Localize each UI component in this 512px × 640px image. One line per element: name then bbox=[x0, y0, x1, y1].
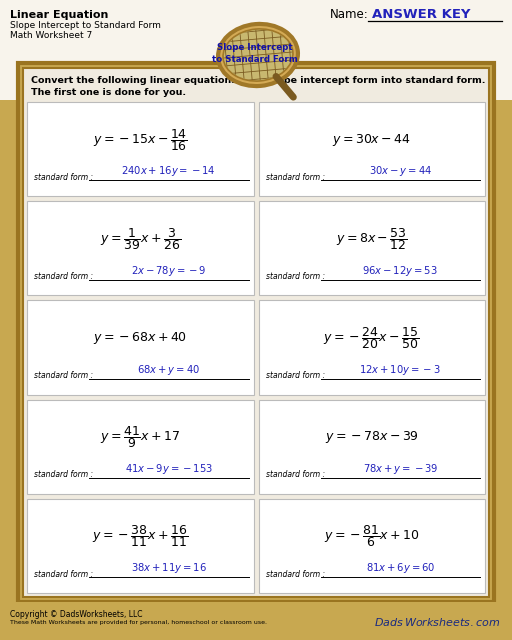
Text: Math Worksheet 7: Math Worksheet 7 bbox=[10, 31, 92, 40]
FancyBboxPatch shape bbox=[259, 399, 485, 494]
Text: $y = - 15 x - \dfrac{14}{16}$: $y = - 15 x - \dfrac{14}{16}$ bbox=[93, 127, 188, 152]
Text: $y = - \dfrac{81}{6} x + 10$: $y = - \dfrac{81}{6} x + 10$ bbox=[324, 524, 420, 549]
Text: $12x + 10y = -3$: $12x + 10y = -3$ bbox=[359, 363, 441, 377]
Text: Slope Intercept: Slope Intercept bbox=[217, 42, 293, 51]
Text: $y = - \dfrac{24}{20} x - \dfrac{15}{50}$: $y = - \dfrac{24}{20} x - \dfrac{15}{50}… bbox=[324, 325, 420, 351]
Text: $38x + 11y = 16$: $38x + 11y = 16$ bbox=[131, 561, 207, 575]
Text: standard form :: standard form : bbox=[266, 570, 325, 579]
FancyBboxPatch shape bbox=[27, 201, 253, 296]
Text: The first one is done for you.: The first one is done for you. bbox=[31, 88, 186, 97]
Text: standard form :: standard form : bbox=[266, 173, 325, 182]
Text: standard form :: standard form : bbox=[34, 570, 93, 579]
Text: ANSWER KEY: ANSWER KEY bbox=[372, 8, 471, 22]
Text: Name:: Name: bbox=[330, 8, 369, 22]
Text: $240x + 16y = -14$: $240x + 16y = -14$ bbox=[121, 164, 216, 179]
Text: $96x - 12y = 53$: $96x - 12y = 53$ bbox=[362, 264, 438, 278]
Text: $y = - \dfrac{38}{11} x + \dfrac{16}{11}$: $y = - \dfrac{38}{11} x + \dfrac{16}{11}… bbox=[92, 524, 188, 549]
FancyBboxPatch shape bbox=[259, 499, 485, 593]
Text: $68x + y = 40$: $68x + y = 40$ bbox=[137, 363, 200, 377]
Text: standard form :: standard form : bbox=[34, 371, 93, 380]
FancyBboxPatch shape bbox=[27, 300, 253, 395]
FancyBboxPatch shape bbox=[0, 0, 512, 100]
Ellipse shape bbox=[218, 24, 298, 86]
FancyBboxPatch shape bbox=[259, 201, 485, 296]
Text: to Standard Form: to Standard Form bbox=[212, 54, 298, 63]
Text: $y = - 68x + 40$: $y = - 68x + 40$ bbox=[93, 330, 187, 346]
Text: Copyright © DadsWorksheets, LLC: Copyright © DadsWorksheets, LLC bbox=[10, 610, 142, 619]
Text: standard form :: standard form : bbox=[34, 272, 93, 281]
FancyBboxPatch shape bbox=[18, 63, 494, 602]
Text: standard form :: standard form : bbox=[266, 371, 325, 380]
Text: $2x - 78y = -9$: $2x - 78y = -9$ bbox=[131, 264, 206, 278]
Text: These Math Worksheets are provided for personal, homeschool or classroom use.: These Math Worksheets are provided for p… bbox=[10, 620, 267, 625]
Text: $81x + 6y = 60$: $81x + 6y = 60$ bbox=[366, 561, 435, 575]
Text: $\mathit{Dads\,Worksheets.com}$: $\mathit{Dads\,Worksheets.com}$ bbox=[374, 616, 500, 628]
Text: $y = 8 x - \dfrac{53}{12}$: $y = 8 x - \dfrac{53}{12}$ bbox=[336, 226, 408, 252]
Text: standard form :: standard form : bbox=[34, 173, 93, 182]
FancyBboxPatch shape bbox=[27, 499, 253, 593]
Text: Slope Intercept to Standard Form: Slope Intercept to Standard Form bbox=[10, 21, 161, 30]
FancyBboxPatch shape bbox=[259, 102, 485, 196]
Text: Linear Equation: Linear Equation bbox=[10, 10, 109, 20]
FancyBboxPatch shape bbox=[23, 68, 489, 597]
Text: $y = \dfrac{41}{9} x + 17$: $y = \dfrac{41}{9} x + 17$ bbox=[100, 424, 180, 450]
Text: standard form :: standard form : bbox=[34, 470, 93, 479]
Text: $y = \dfrac{1}{39} x + \dfrac{3}{26}$: $y = \dfrac{1}{39} x + \dfrac{3}{26}$ bbox=[100, 226, 181, 252]
Text: standard form :: standard form : bbox=[266, 470, 325, 479]
Text: $y = 30 x - 44$: $y = 30 x - 44$ bbox=[332, 132, 411, 148]
Text: standard form :: standard form : bbox=[266, 272, 325, 281]
Text: $30x - y = 44$: $30x - y = 44$ bbox=[369, 164, 432, 179]
Ellipse shape bbox=[223, 29, 293, 81]
Text: $41x - 9y = -153$: $41x - 9y = -153$ bbox=[125, 462, 213, 476]
Text: $78x + y = -39$: $78x + y = -39$ bbox=[362, 462, 438, 476]
FancyBboxPatch shape bbox=[0, 602, 512, 640]
FancyBboxPatch shape bbox=[259, 300, 485, 395]
Text: Convert the following linear equations from slope intercept form into standard f: Convert the following linear equations f… bbox=[31, 76, 485, 85]
FancyBboxPatch shape bbox=[27, 102, 253, 196]
FancyBboxPatch shape bbox=[27, 399, 253, 494]
Text: $y = - 78 x - 39$: $y = - 78 x - 39$ bbox=[325, 429, 419, 445]
